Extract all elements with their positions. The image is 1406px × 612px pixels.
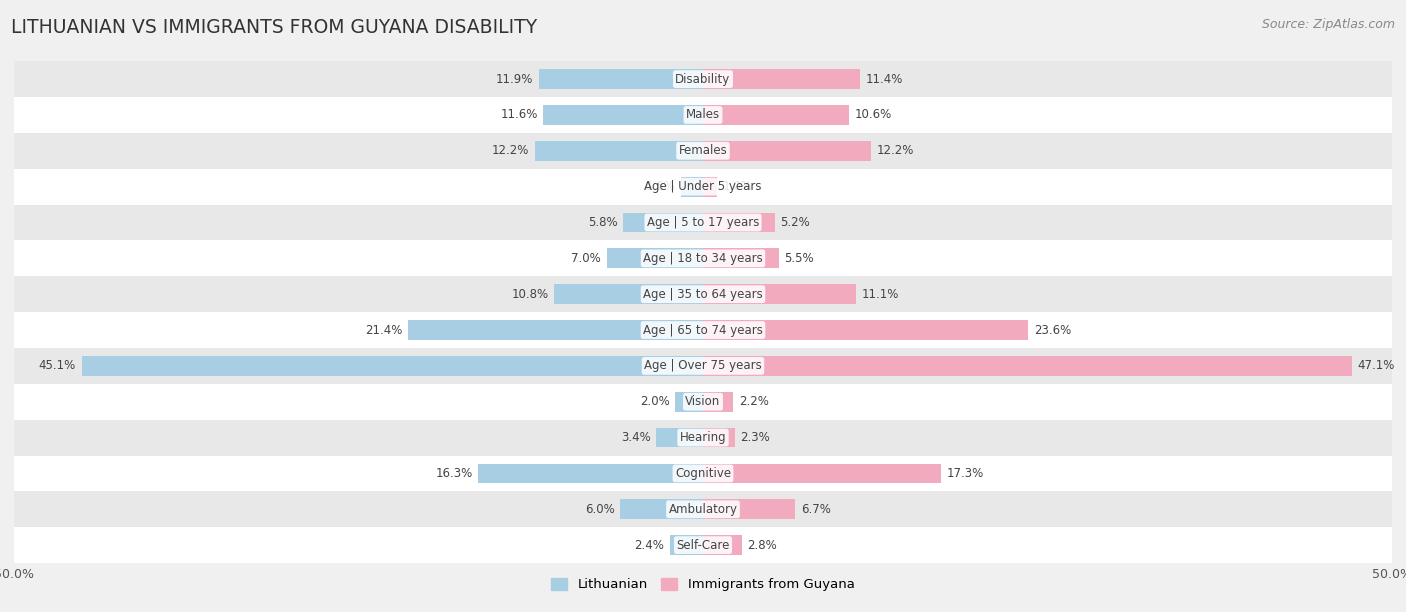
Text: 1.0%: 1.0% — [723, 180, 752, 193]
Text: 6.7%: 6.7% — [801, 503, 831, 516]
Text: 2.2%: 2.2% — [738, 395, 769, 408]
Bar — [14, 420, 1392, 455]
Text: 23.6%: 23.6% — [1033, 324, 1071, 337]
Text: 3.4%: 3.4% — [621, 431, 651, 444]
Bar — [82, 356, 703, 376]
Text: 7.0%: 7.0% — [571, 252, 600, 265]
Text: Source: ZipAtlas.com: Source: ZipAtlas.com — [1261, 18, 1395, 31]
Bar — [703, 285, 856, 304]
Bar — [14, 133, 1392, 169]
Text: 11.1%: 11.1% — [862, 288, 898, 300]
Bar — [538, 69, 703, 89]
Bar — [14, 241, 1392, 276]
Bar — [703, 536, 741, 555]
Bar — [14, 276, 1392, 312]
Bar — [703, 105, 849, 125]
Bar — [408, 320, 703, 340]
Bar — [703, 428, 735, 447]
Text: Disability: Disability — [675, 73, 731, 86]
Text: 10.8%: 10.8% — [512, 288, 548, 300]
Bar — [703, 356, 1353, 376]
Text: 45.1%: 45.1% — [39, 359, 76, 372]
Text: 5.2%: 5.2% — [780, 216, 810, 229]
Bar — [14, 491, 1392, 527]
Bar — [623, 212, 703, 233]
Text: Hearing: Hearing — [679, 431, 727, 444]
Bar — [703, 463, 942, 483]
Bar — [14, 61, 1392, 97]
Text: 5.5%: 5.5% — [785, 252, 814, 265]
Text: 2.0%: 2.0% — [640, 395, 669, 408]
Text: 10.6%: 10.6% — [855, 108, 891, 121]
Bar — [703, 177, 717, 196]
Text: Age | Over 75 years: Age | Over 75 years — [644, 359, 762, 372]
Text: Ambulatory: Ambulatory — [668, 503, 738, 516]
Text: Females: Females — [679, 144, 727, 157]
Text: Age | Under 5 years: Age | Under 5 years — [644, 180, 762, 193]
Text: 17.3%: 17.3% — [946, 467, 984, 480]
Text: Age | 35 to 64 years: Age | 35 to 64 years — [643, 288, 763, 300]
Bar — [703, 392, 734, 412]
Bar — [681, 177, 703, 196]
Text: 21.4%: 21.4% — [366, 324, 402, 337]
Bar — [703, 320, 1028, 340]
Bar — [14, 169, 1392, 204]
Bar — [703, 499, 796, 519]
Text: 2.3%: 2.3% — [740, 431, 770, 444]
Bar — [669, 536, 703, 555]
Text: 5.8%: 5.8% — [588, 216, 617, 229]
Text: Age | 18 to 34 years: Age | 18 to 34 years — [643, 252, 763, 265]
Bar — [657, 428, 703, 447]
Bar — [675, 392, 703, 412]
Bar — [478, 463, 703, 483]
Bar — [554, 285, 703, 304]
Bar — [543, 105, 703, 125]
Text: 47.1%: 47.1% — [1358, 359, 1395, 372]
Bar — [703, 141, 872, 161]
Text: Cognitive: Cognitive — [675, 467, 731, 480]
Text: 12.2%: 12.2% — [876, 144, 914, 157]
Bar — [606, 248, 703, 268]
Bar — [14, 97, 1392, 133]
Legend: Lithuanian, Immigrants from Guyana: Lithuanian, Immigrants from Guyana — [546, 573, 860, 597]
Bar — [14, 455, 1392, 491]
Text: Age | 5 to 17 years: Age | 5 to 17 years — [647, 216, 759, 229]
Text: 16.3%: 16.3% — [436, 467, 472, 480]
Text: Age | 65 to 74 years: Age | 65 to 74 years — [643, 324, 763, 337]
Text: 11.4%: 11.4% — [866, 73, 903, 86]
Bar — [14, 527, 1392, 563]
Text: 1.6%: 1.6% — [645, 180, 675, 193]
Text: Vision: Vision — [685, 395, 721, 408]
Text: Males: Males — [686, 108, 720, 121]
Bar — [14, 204, 1392, 241]
Text: 6.0%: 6.0% — [585, 503, 614, 516]
Bar — [703, 69, 860, 89]
Bar — [14, 384, 1392, 420]
Text: LITHUANIAN VS IMMIGRANTS FROM GUYANA DISABILITY: LITHUANIAN VS IMMIGRANTS FROM GUYANA DIS… — [11, 18, 537, 37]
Bar — [703, 248, 779, 268]
Bar — [534, 141, 703, 161]
Text: 2.8%: 2.8% — [747, 539, 778, 551]
Bar — [14, 312, 1392, 348]
Text: 11.9%: 11.9% — [496, 73, 533, 86]
Bar — [703, 212, 775, 233]
Text: Self-Care: Self-Care — [676, 539, 730, 551]
Bar — [620, 499, 703, 519]
Text: 2.4%: 2.4% — [634, 539, 665, 551]
Text: 11.6%: 11.6% — [501, 108, 537, 121]
Text: 12.2%: 12.2% — [492, 144, 530, 157]
Bar — [14, 348, 1392, 384]
